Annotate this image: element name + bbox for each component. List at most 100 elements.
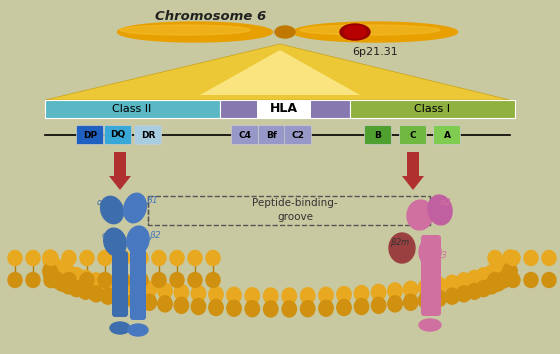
Ellipse shape bbox=[506, 251, 520, 266]
Ellipse shape bbox=[524, 251, 538, 266]
Ellipse shape bbox=[300, 25, 440, 35]
Ellipse shape bbox=[80, 251, 94, 266]
Ellipse shape bbox=[344, 26, 366, 38]
Ellipse shape bbox=[371, 297, 386, 313]
FancyBboxPatch shape bbox=[399, 126, 427, 144]
Ellipse shape bbox=[192, 298, 206, 315]
Ellipse shape bbox=[44, 253, 58, 269]
Ellipse shape bbox=[500, 269, 514, 285]
Ellipse shape bbox=[491, 262, 505, 278]
Ellipse shape bbox=[467, 270, 482, 286]
Text: $\alpha$1: $\alpha$1 bbox=[409, 199, 421, 210]
Ellipse shape bbox=[170, 273, 184, 287]
Text: $\beta$1: $\beta$1 bbox=[146, 194, 158, 207]
Ellipse shape bbox=[110, 322, 130, 334]
Ellipse shape bbox=[209, 299, 223, 315]
Text: Class II: Class II bbox=[113, 104, 152, 114]
Ellipse shape bbox=[188, 273, 202, 287]
Ellipse shape bbox=[80, 273, 94, 287]
Text: $\alpha$3: $\alpha$3 bbox=[436, 249, 449, 260]
Ellipse shape bbox=[407, 200, 433, 230]
Ellipse shape bbox=[419, 238, 441, 266]
FancyBboxPatch shape bbox=[112, 251, 128, 317]
Ellipse shape bbox=[292, 22, 458, 42]
Ellipse shape bbox=[55, 275, 69, 291]
Ellipse shape bbox=[118, 22, 273, 42]
Text: C4: C4 bbox=[239, 131, 251, 139]
Ellipse shape bbox=[174, 297, 189, 313]
Ellipse shape bbox=[503, 250, 517, 266]
Text: $\alpha$1: $\alpha$1 bbox=[96, 196, 108, 207]
Ellipse shape bbox=[388, 296, 402, 312]
Ellipse shape bbox=[62, 251, 76, 266]
Ellipse shape bbox=[89, 273, 104, 289]
Ellipse shape bbox=[419, 319, 441, 331]
Ellipse shape bbox=[98, 251, 112, 266]
Text: B: B bbox=[375, 131, 381, 139]
Ellipse shape bbox=[134, 251, 148, 266]
Ellipse shape bbox=[127, 292, 142, 308]
FancyBboxPatch shape bbox=[421, 235, 441, 316]
Ellipse shape bbox=[128, 324, 148, 336]
Ellipse shape bbox=[388, 283, 402, 299]
Text: HLA: HLA bbox=[270, 103, 298, 115]
Ellipse shape bbox=[418, 292, 433, 308]
Ellipse shape bbox=[542, 273, 556, 287]
Ellipse shape bbox=[127, 226, 149, 254]
Ellipse shape bbox=[354, 298, 368, 315]
Ellipse shape bbox=[61, 278, 76, 294]
Ellipse shape bbox=[44, 266, 58, 282]
Ellipse shape bbox=[477, 268, 491, 284]
Ellipse shape bbox=[319, 287, 333, 303]
FancyBboxPatch shape bbox=[134, 126, 161, 144]
Ellipse shape bbox=[282, 288, 296, 304]
Text: DP: DP bbox=[83, 131, 97, 139]
Ellipse shape bbox=[78, 270, 93, 286]
Ellipse shape bbox=[403, 294, 418, 310]
Ellipse shape bbox=[445, 275, 459, 291]
FancyBboxPatch shape bbox=[105, 126, 132, 144]
Ellipse shape bbox=[152, 251, 166, 266]
Ellipse shape bbox=[43, 250, 57, 266]
Ellipse shape bbox=[502, 253, 516, 269]
Ellipse shape bbox=[142, 281, 157, 297]
Ellipse shape bbox=[337, 299, 351, 315]
Ellipse shape bbox=[49, 272, 64, 288]
Ellipse shape bbox=[26, 251, 40, 266]
Ellipse shape bbox=[227, 287, 241, 303]
Text: A: A bbox=[444, 131, 450, 139]
Ellipse shape bbox=[502, 266, 516, 282]
Text: Chromosome 6: Chromosome 6 bbox=[155, 10, 266, 23]
Ellipse shape bbox=[127, 279, 142, 296]
Ellipse shape bbox=[496, 259, 511, 275]
Text: 6p21.31: 6p21.31 bbox=[352, 47, 398, 57]
Ellipse shape bbox=[49, 259, 64, 275]
Text: C2: C2 bbox=[292, 131, 305, 139]
Ellipse shape bbox=[174, 284, 189, 300]
Ellipse shape bbox=[26, 273, 40, 287]
Ellipse shape bbox=[506, 273, 520, 287]
Ellipse shape bbox=[389, 233, 415, 263]
Ellipse shape bbox=[43, 263, 57, 279]
Ellipse shape bbox=[418, 279, 433, 296]
Ellipse shape bbox=[209, 286, 223, 303]
Ellipse shape bbox=[101, 275, 115, 291]
Ellipse shape bbox=[337, 286, 351, 303]
Ellipse shape bbox=[282, 301, 296, 317]
Ellipse shape bbox=[44, 273, 58, 287]
Text: DQ: DQ bbox=[110, 131, 125, 139]
Ellipse shape bbox=[340, 24, 370, 40]
FancyBboxPatch shape bbox=[114, 152, 126, 176]
Ellipse shape bbox=[206, 273, 220, 287]
Ellipse shape bbox=[542, 251, 556, 266]
Ellipse shape bbox=[8, 251, 22, 266]
Ellipse shape bbox=[104, 228, 126, 256]
Ellipse shape bbox=[496, 272, 511, 288]
Ellipse shape bbox=[245, 288, 259, 304]
Ellipse shape bbox=[445, 288, 459, 304]
Ellipse shape bbox=[158, 283, 172, 299]
Ellipse shape bbox=[120, 25, 250, 35]
Ellipse shape bbox=[245, 301, 259, 317]
Ellipse shape bbox=[114, 278, 128, 293]
Ellipse shape bbox=[142, 294, 157, 310]
